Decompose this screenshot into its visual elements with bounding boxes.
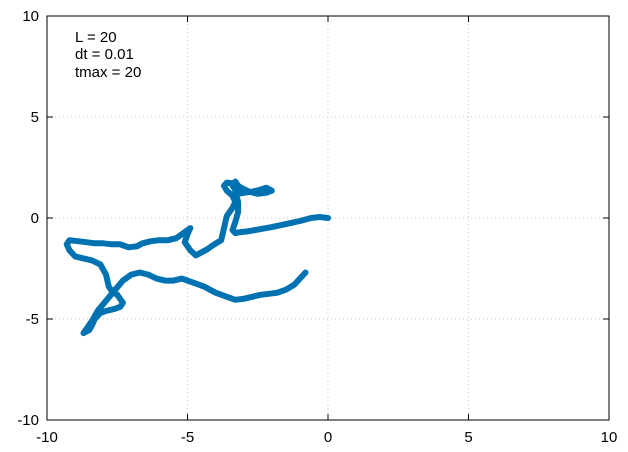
annotation-3: tmax = 20 <box>75 64 141 81</box>
annotation-2: dt = 0.01 <box>75 46 134 63</box>
x-tick-label: -10 <box>36 429 58 446</box>
x-tick-label: 5 <box>464 429 472 446</box>
ticks <box>46 15 610 421</box>
y-tick-label: 10 <box>22 8 39 25</box>
series-layer <box>63 178 331 337</box>
y-tick-label: -10 <box>17 412 39 429</box>
trajectory-line <box>63 178 331 337</box>
annotation-1: L = 20 <box>75 29 117 46</box>
y-tick-label: 5 <box>31 109 39 126</box>
x-tick-label: -5 <box>181 429 194 446</box>
y-tick-label: -5 <box>26 311 39 328</box>
x-tick-label: 10 <box>601 429 618 446</box>
y-tick-label: 0 <box>31 210 39 227</box>
annotations: L = 20 dt = 0.01 tmax = 20 <box>75 29 141 81</box>
x-tick-label: 0 <box>324 429 332 446</box>
tick-labels: -10 -5 0 5 10 -10 -5 0 5 10 <box>17 8 617 446</box>
